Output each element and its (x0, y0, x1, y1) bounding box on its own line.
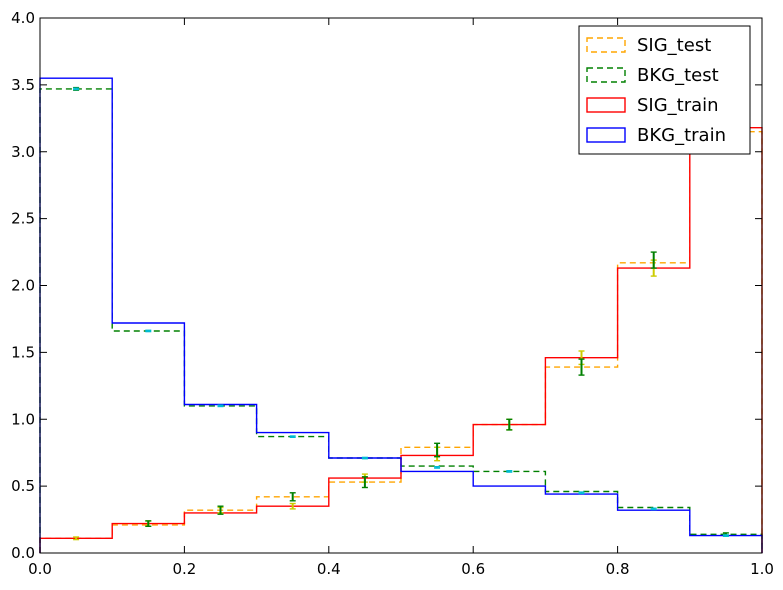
y-tick-label: 3.0 (11, 143, 35, 161)
y-tick-label: 0.0 (11, 544, 35, 562)
y-tick-label: 4.0 (11, 9, 35, 27)
x-tick-label: 1.0 (750, 560, 774, 578)
plot-content (39, 77, 763, 553)
legend-label-sig-train: SIG_train (637, 95, 719, 116)
x-tick-label: 0.6 (461, 560, 485, 578)
series-line-bkg-train (39, 77, 763, 553)
x-tick-label: 0.4 (317, 560, 341, 578)
axes-layer: 0.0 0.2 0.4 0.6 0.8 1.0 0.0 0.5 1.0 1.5 2.0 2.5 3.0 3… (11, 9, 774, 578)
legend-swatch-bkg-test (586, 67, 626, 83)
legend-swatch-sig-test (586, 37, 626, 53)
y-tick-label: 3.5 (11, 76, 35, 94)
legend-label-bkg-test: BKG_test (637, 65, 719, 86)
legend: SIG_test BKG_test SIG_train BKG_train (578, 25, 751, 155)
legend-swatch-bkg-train (586, 127, 626, 143)
legend-swatch-sig-train (586, 97, 626, 113)
y-tick-label: 2.5 (11, 210, 35, 228)
x-tick-label: 0.0 (28, 560, 52, 578)
legend-label-sig-test: SIG_test (637, 35, 711, 56)
x-tick-label: 0.2 (172, 560, 196, 578)
errorbars-bkg-train (73, 87, 729, 537)
y-tick-label: 1.0 (11, 410, 35, 428)
legend-label-bkg-train: BKG_train (637, 125, 726, 146)
y-tick-label: 2.0 (11, 277, 35, 295)
y-tick-label: 1.5 (11, 343, 35, 361)
legend-box (578, 25, 751, 155)
x-tick-label: 0.8 (606, 560, 630, 578)
y-tick-label: 0.5 (11, 477, 35, 495)
